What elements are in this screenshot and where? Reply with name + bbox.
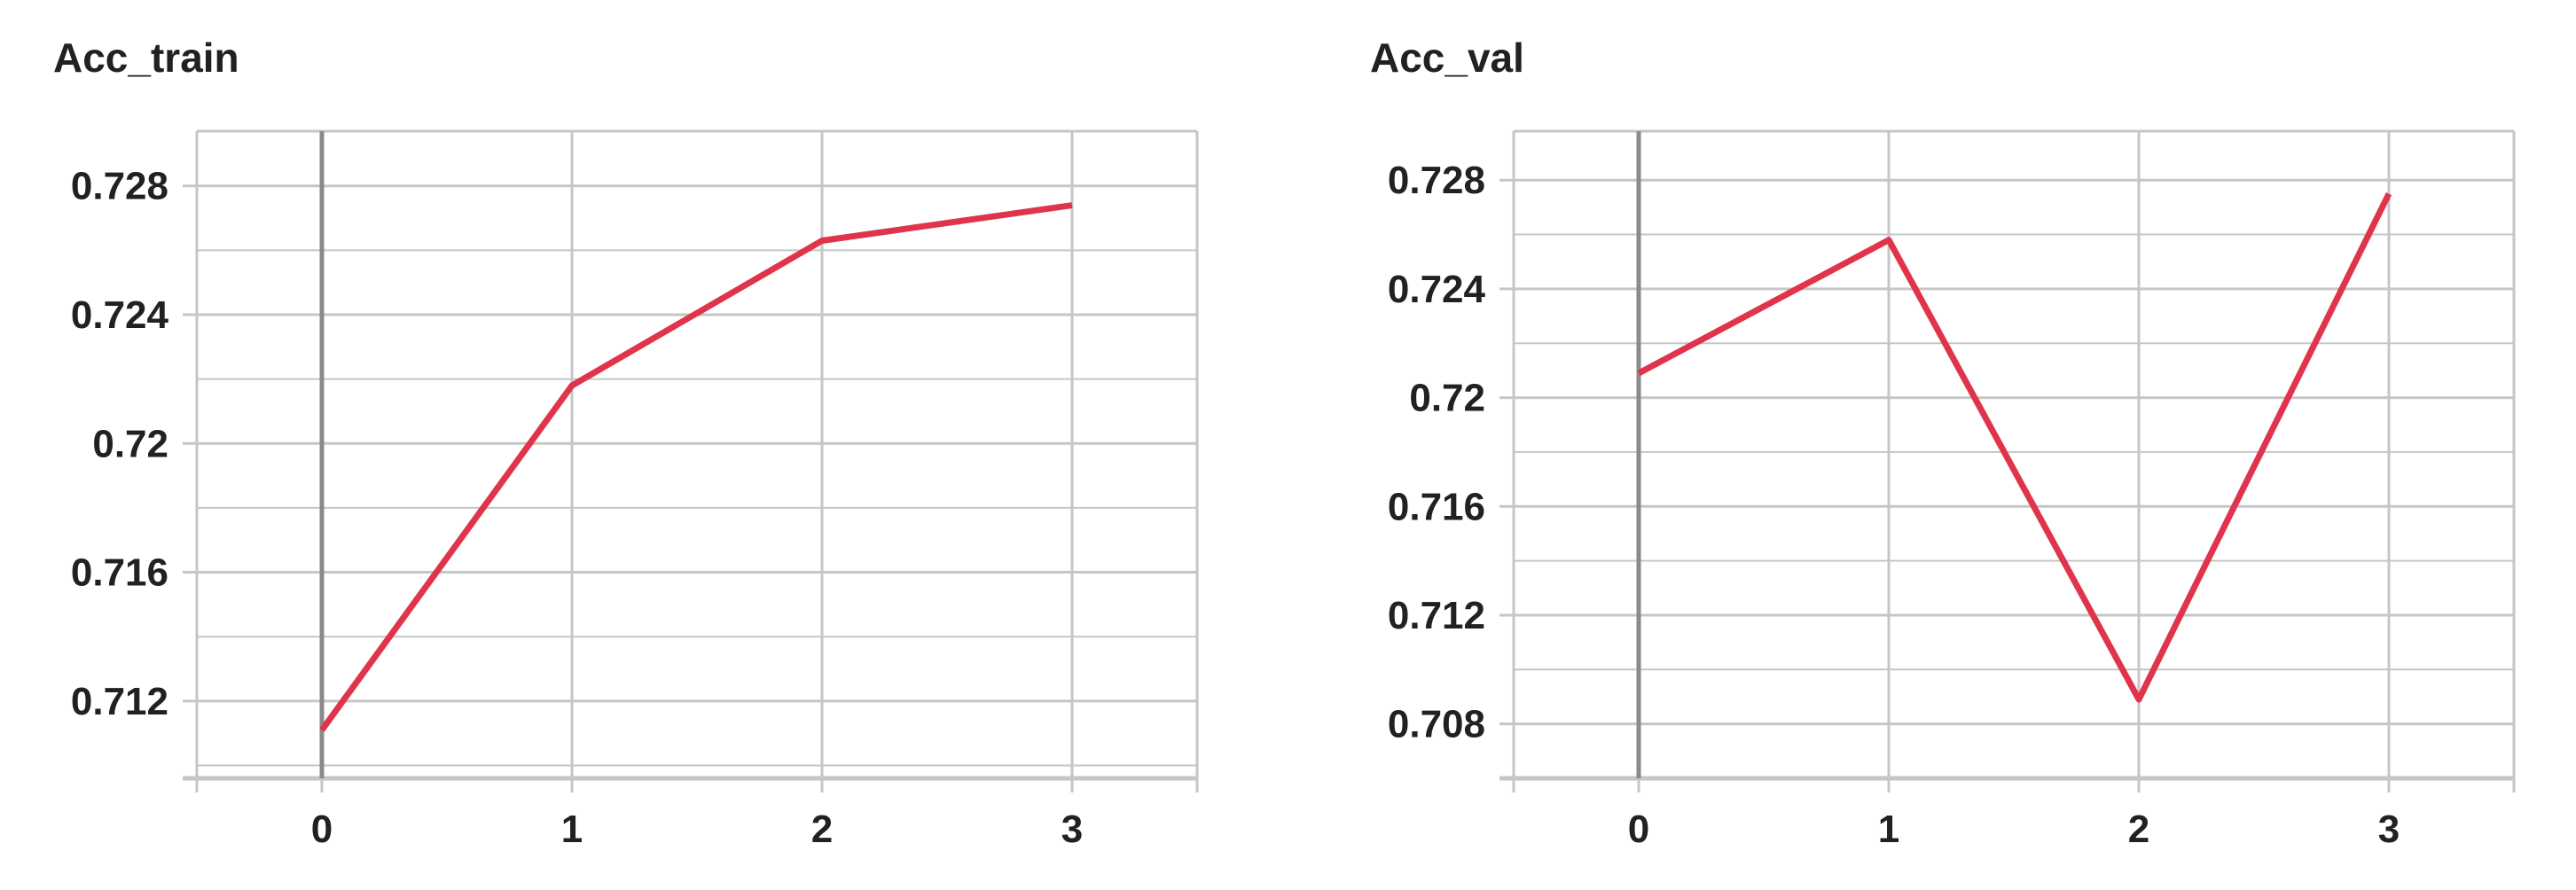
chart-panel-train: Acc_train 0.712 0.716 0.72 0.724 0.728 0 1 2 3 [0,0,1286,890]
y-tick-label: 0.72 [1409,377,1485,420]
y-tick-label: 0.724 [1388,268,1486,311]
x-tick-label: 1 [561,808,583,851]
series-line [319,202,1073,732]
y-tick-label: 0.712 [71,680,168,723]
x-tick-label: 1 [1878,808,1899,851]
x-tick-label: 3 [2378,808,2400,851]
y-tick-label: 0.716 [71,551,168,595]
y-tick-label: 0.716 [1388,485,1485,528]
chart-title: Acc_val [1370,35,1524,81]
x-tick-label: 2 [2128,808,2149,851]
val-accuracy-chart: 0.708 0.712 0.716 0.72 0.724 0.728 0 1 2 3 [1388,129,2516,851]
x-tick-label: 2 [811,808,833,851]
series-line [1637,191,2392,703]
x-tick-label: 0 [311,808,333,851]
chart-panel-val: Acc_val 0.708 0.712 0.716 0.72 0.724 0.728 0 1 2… [1317,0,2576,890]
y-tick-label: 0.708 [1388,703,1485,746]
chart-title: Acc_train [53,35,239,81]
y-tick-label: 0.712 [1388,594,1485,637]
y-tick-label: 0.72 [92,422,168,465]
y-tick-label: 0.724 [71,293,169,337]
train-accuracy-chart: 0.712 0.716 0.72 0.724 0.728 0 1 2 3 [71,129,1199,851]
x-tick-label: 0 [1628,808,1649,851]
y-tick-label: 0.728 [71,165,168,208]
x-tick-label: 3 [1061,808,1083,851]
y-tick-label: 0.728 [1388,159,1485,202]
